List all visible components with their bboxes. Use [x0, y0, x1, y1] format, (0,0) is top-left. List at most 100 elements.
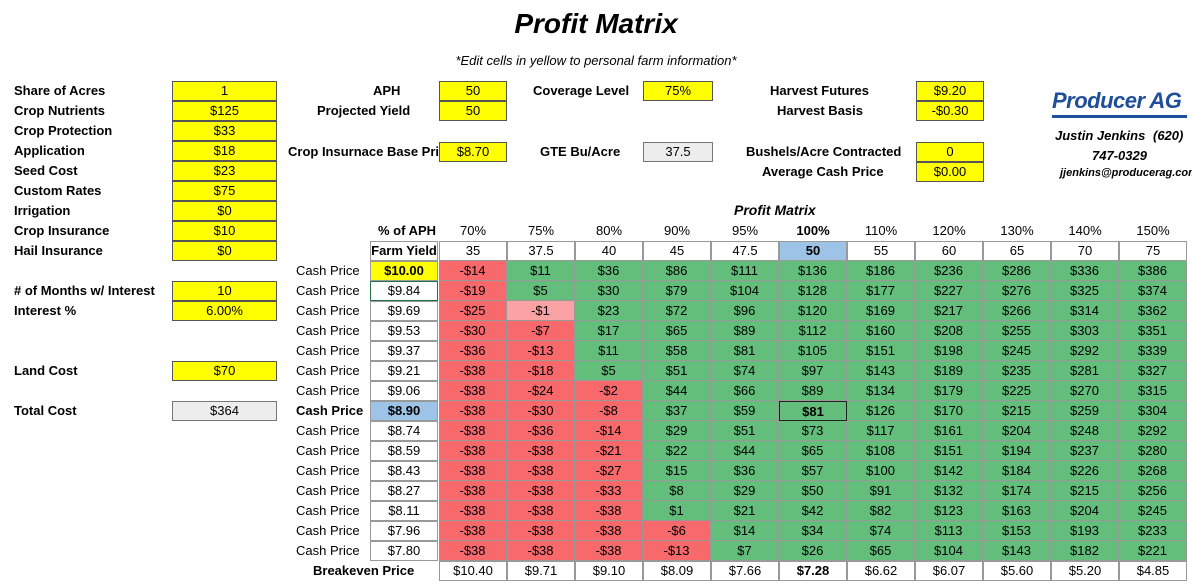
base-price-label: Crop Insurnace Base Price: [288, 144, 454, 159]
profit-cell: $104: [711, 281, 779, 301]
profit-cell: $182: [1051, 541, 1119, 561]
cash-price-cell: $8.43: [370, 461, 438, 481]
profit-cell: -$6: [643, 521, 711, 541]
profit-cell: $280: [1119, 441, 1187, 461]
profit-cell: $112: [779, 321, 847, 341]
contact-name: Justin Jenkins: [1055, 128, 1146, 143]
pct-header-cell: 90%: [663, 223, 691, 238]
breakeven-cell: $5.20: [1051, 561, 1119, 581]
cash-price-label: Cash Price: [296, 543, 360, 558]
cash-price-label: Cash Price: [296, 343, 360, 358]
profit-cell: $315: [1119, 381, 1187, 401]
breakeven-cell: $6.07: [915, 561, 983, 581]
profit-cell: $276: [983, 281, 1051, 301]
interest-rate-input[interactable]: 6.00%: [172, 301, 277, 321]
profit-cell: -$38: [439, 501, 507, 521]
profit-cell: -$14: [575, 421, 643, 441]
contracted-input[interactable]: 0: [916, 142, 984, 162]
profit-cell: -$38: [507, 481, 575, 501]
profit-cell: $5: [507, 281, 575, 301]
farm-yield-cell: 45: [643, 241, 711, 261]
cost-input[interactable]: $33: [172, 121, 277, 141]
cost-input[interactable]: $0: [172, 241, 277, 261]
profit-cell: -$8: [575, 401, 643, 421]
cash-price-cell[interactable]: $10.00: [370, 261, 438, 281]
cost-input[interactable]: $75: [172, 181, 277, 201]
profit-cell: $34: [779, 521, 847, 541]
breakeven-cell: $9.10: [575, 561, 643, 581]
profit-cell: $29: [643, 421, 711, 441]
farm-yield-header: Farm Yield: [370, 241, 438, 261]
cost-input[interactable]: $0: [172, 201, 277, 221]
profit-cell: $268: [1119, 461, 1187, 481]
profit-cell: $136: [779, 261, 847, 281]
profit-cell: $59: [711, 401, 779, 421]
cash-price-cell: $9.53: [370, 321, 438, 341]
land-cost-input[interactable]: $70: [172, 361, 277, 381]
contact-phone: 747-0329: [1092, 148, 1147, 163]
profit-cell: $81: [779, 401, 847, 421]
farm-yield-cell: 60: [915, 241, 983, 261]
profit-cell: $58: [643, 341, 711, 361]
profit-cell: $314: [1051, 301, 1119, 321]
profit-cell: -$33: [575, 481, 643, 501]
profit-cell: $194: [983, 441, 1051, 461]
profit-cell: -$14: [439, 261, 507, 281]
breakeven-label: Breakeven Price: [313, 563, 415, 578]
profit-cell: -$38: [439, 401, 507, 421]
profit-cell: $225: [983, 381, 1051, 401]
profit-cell: $50: [779, 481, 847, 501]
profit-cell: $89: [711, 321, 779, 341]
cost-input[interactable]: $10: [172, 221, 277, 241]
profit-cell: $160: [847, 321, 915, 341]
profit-cell: $97: [779, 361, 847, 381]
profit-cell: -$24: [507, 381, 575, 401]
profit-cell: $36: [711, 461, 779, 481]
aph-input[interactable]: 50: [439, 81, 507, 101]
pct-header-cell: 70%: [459, 223, 487, 238]
page-title: Profit Matrix: [514, 8, 678, 39]
profit-cell: $29: [711, 481, 779, 501]
profit-cell: $170: [915, 401, 983, 421]
profit-cell: $226: [1051, 461, 1119, 481]
profit-cell: $5: [575, 361, 643, 381]
profit-cell: $304: [1119, 401, 1187, 421]
pct-header-cell: 130%: [1000, 223, 1034, 238]
profit-cell: $303: [1051, 321, 1119, 341]
cash-price-cell: $9.21: [370, 361, 438, 381]
cost-input[interactable]: $18: [172, 141, 277, 161]
cost-input[interactable]: $23: [172, 161, 277, 181]
profit-cell: $292: [1051, 341, 1119, 361]
profit-cell: $14: [711, 521, 779, 541]
profit-cell: $108: [847, 441, 915, 461]
profit-cell: $82: [847, 501, 915, 521]
profit-cell: $292: [1119, 421, 1187, 441]
pct-header-cell: 110%: [864, 223, 898, 238]
profit-cell: $65: [643, 321, 711, 341]
cash-price-label: Cash Price: [296, 303, 360, 318]
profit-cell: -$25: [439, 301, 507, 321]
harvest-basis-input[interactable]: -$0.30: [916, 101, 984, 121]
cost-input[interactable]: 1: [172, 81, 277, 101]
harvest-futures-input[interactable]: $9.20: [916, 81, 984, 101]
profit-cell: -$38: [507, 541, 575, 561]
profit-cell: $204: [1051, 501, 1119, 521]
coverage-level-input[interactable]: 75%: [643, 81, 713, 101]
land-cost-label: Land Cost: [14, 363, 78, 378]
cost-input[interactable]: $125: [172, 101, 277, 121]
months-interest-input[interactable]: 10: [172, 281, 277, 301]
profit-cell: $51: [711, 421, 779, 441]
profit-cell: $44: [711, 441, 779, 461]
profit-cell: $91: [847, 481, 915, 501]
base-price-input[interactable]: $8.70: [439, 142, 507, 162]
projected-yield-input[interactable]: 50: [439, 101, 507, 121]
avg-cash-price-input[interactable]: $0.00: [916, 162, 984, 182]
cash-price-cell: $8.74: [370, 421, 438, 441]
cost-label: Crop Insurance: [14, 223, 110, 238]
profit-cell: $143: [983, 541, 1051, 561]
profit-cell: $186: [847, 261, 915, 281]
pct-aph-header: % of APH: [378, 223, 437, 238]
cash-price-cell: $7.96: [370, 521, 438, 541]
profit-cell: $386: [1119, 261, 1187, 281]
profit-cell: -$38: [439, 441, 507, 461]
